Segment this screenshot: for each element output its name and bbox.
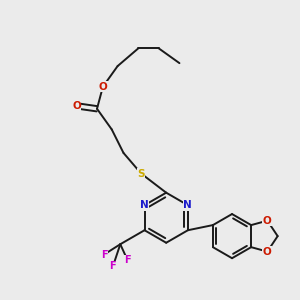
Text: F: F bbox=[124, 255, 131, 266]
Text: N: N bbox=[140, 200, 149, 210]
Text: O: O bbox=[263, 247, 272, 256]
Text: S: S bbox=[137, 169, 145, 178]
Text: O: O bbox=[98, 82, 107, 92]
Text: O: O bbox=[263, 216, 272, 226]
Text: F: F bbox=[110, 261, 116, 271]
Text: F: F bbox=[101, 250, 107, 260]
Text: N: N bbox=[184, 200, 192, 210]
Text: O: O bbox=[72, 101, 81, 111]
